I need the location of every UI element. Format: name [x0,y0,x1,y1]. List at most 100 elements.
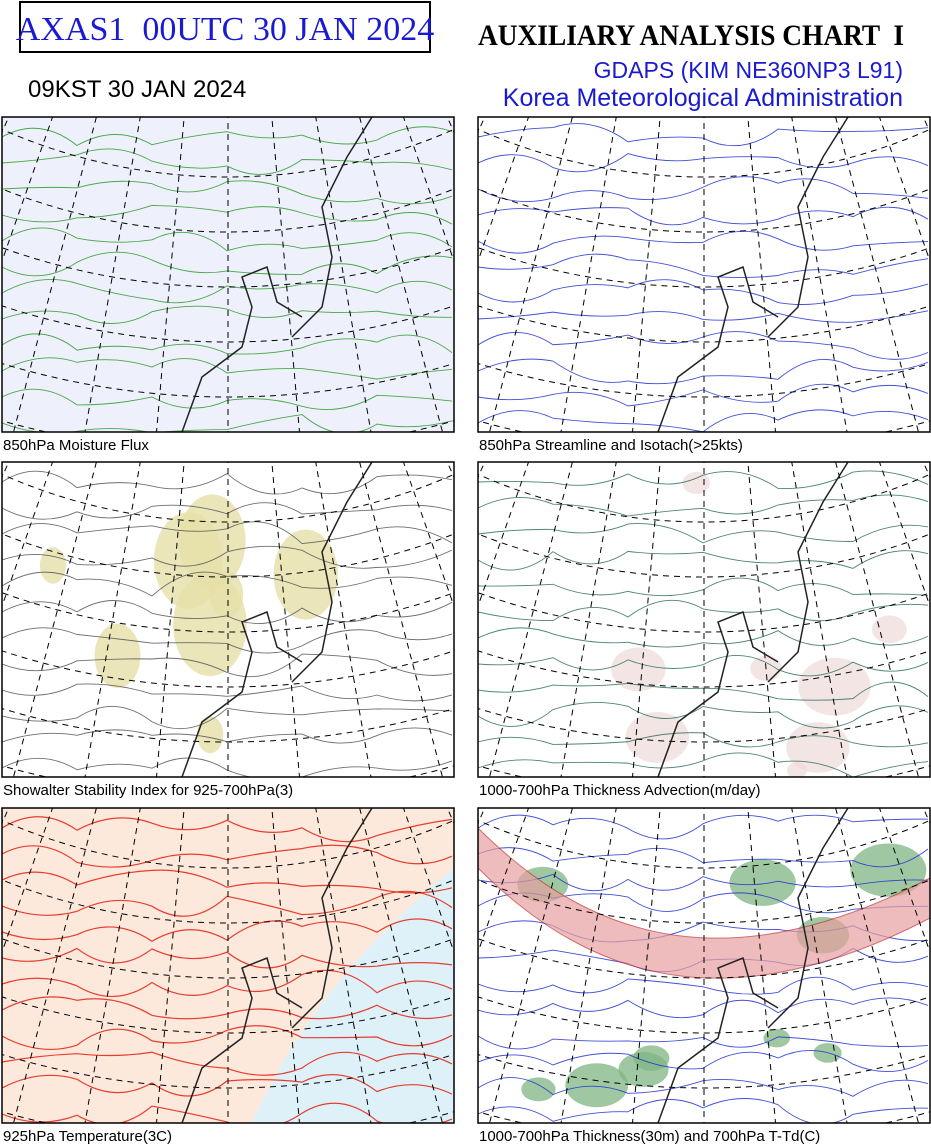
contour [478,550,929,571]
coastline [657,808,849,1123]
coastline [181,117,373,432]
contour [2,996,453,1020]
panel-caption: 925hPa Temperature(3C) [3,1128,172,1145]
moist-area [763,1028,791,1048]
unstable-area [196,716,224,754]
contour [478,383,929,407]
map-panel [478,117,930,432]
cold-region [252,868,454,1123]
contour [2,816,453,843]
advection-area [786,762,808,777]
advection-area [611,647,666,692]
contour [478,702,929,729]
contour [2,502,453,520]
contour [2,126,453,147]
advection-area [786,722,850,773]
contour [2,180,453,205]
panel-caption: 850hPa Moisture Flux [3,437,149,454]
map-background [478,462,930,777]
chart-title: AUXILIARY ANALYSIS CHART I [478,19,904,52]
moist-area [729,859,796,906]
contour [478,176,929,203]
contour [478,655,929,677]
contour [478,627,929,648]
parallel [478,362,930,398]
contour [2,844,453,868]
map-panel [2,117,454,432]
contour [478,997,929,1019]
advection-area [625,712,690,763]
contour [2,545,453,569]
contour [2,333,453,355]
contour [478,847,929,868]
meridian [747,462,776,777]
local-time: 09KST 30 JAN 2024 [28,76,246,103]
contour [478,1077,929,1097]
parallel [2,996,454,1034]
contour [478,206,929,226]
map-background [2,117,454,432]
contour [2,357,453,380]
contour [478,153,929,173]
parallel [478,305,930,343]
contour [2,1051,453,1076]
contour [478,873,929,892]
meridian [632,462,661,777]
contour [2,388,453,410]
parallel [478,1053,930,1089]
dry-band [478,827,930,979]
parallel [2,362,454,398]
contour [2,251,453,277]
contour [2,683,453,702]
contour [478,523,929,544]
coastline [181,462,373,777]
meridian [156,462,185,777]
contour [2,653,453,678]
contour [2,205,453,225]
map-panel [478,462,930,777]
contour [2,1102,453,1123]
advection-area [871,615,907,644]
contour [478,814,929,840]
contour [478,494,929,517]
meridian [632,808,661,1123]
map-background [478,117,930,432]
coastline [657,117,849,432]
contour [478,470,929,490]
map-panel [2,462,454,777]
parallel [2,1053,454,1089]
contour [478,331,929,360]
contour [478,976,929,995]
unstable-area [178,494,246,588]
contour [478,358,929,385]
moist-area [565,1063,629,1108]
panel-frame [1,461,455,778]
contour [2,627,453,654]
coastline [181,808,373,1123]
contour [478,1035,929,1050]
contour [478,310,929,323]
parallel [478,996,930,1034]
meridian [156,808,185,1123]
product-id: AXAS1 00UTC 30 JAN 2024 [16,11,434,48]
contour [2,890,453,917]
coastline [657,462,849,777]
contour [2,1025,453,1050]
moist-area [521,1077,556,1102]
agency: Korea Meteorological Administration [503,84,903,112]
panel-caption: 1000-700hPa Thickness(30m) and 700hPa T-… [479,1128,820,1145]
contour [2,706,453,730]
parallel [2,305,454,343]
unstable-area [39,547,66,584]
unstable-area [94,623,141,688]
contour [2,869,453,894]
contour [2,305,453,324]
meridian [271,462,300,777]
meridian [271,808,300,1123]
contour [2,227,453,252]
panel-frame [477,807,931,1124]
parallel [2,650,454,688]
